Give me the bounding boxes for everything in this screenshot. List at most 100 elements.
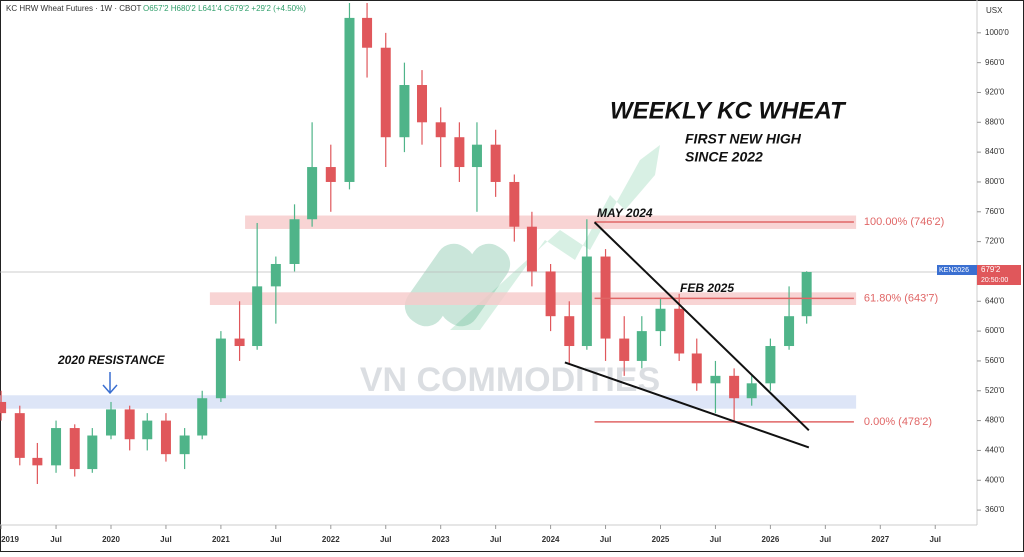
candle-body (51, 428, 62, 466)
candle-body (564, 316, 575, 347)
candle-body (729, 375, 740, 399)
candle-body (490, 144, 501, 182)
candle-body (454, 137, 465, 168)
y-tick-label: 480'0 (985, 416, 1005, 425)
y-tick-label: 560'0 (985, 356, 1005, 365)
candle-body (344, 17, 355, 182)
y-tick-label: 720'0 (985, 237, 1005, 246)
y-tick-label: 440'0 (985, 446, 1005, 455)
x-tick-label: 2025 (652, 535, 670, 544)
fib-label: 61.80% (643'7) (864, 292, 938, 304)
candle-body (545, 271, 556, 317)
candle-body (215, 338, 226, 399)
candle-body (655, 308, 666, 332)
x-tick-label: Jul (600, 535, 612, 544)
candle-body (674, 308, 685, 354)
price-tag-time: 20:50:00 (981, 277, 1008, 284)
price-tag-symbol: KEN2026 (939, 267, 969, 274)
candle-body (252, 286, 263, 347)
plot-area (0, 2, 977, 484)
y-tick-label: 600'0 (985, 326, 1005, 335)
y-tick-label: 800'0 (985, 177, 1005, 186)
y-tick-label: 400'0 (985, 475, 1005, 484)
candle-body (746, 383, 757, 399)
candle-body (325, 167, 336, 182)
candle-body (124, 409, 135, 440)
candle-body (765, 346, 776, 384)
candle-body (69, 428, 80, 470)
x-tick-label: 2021 (212, 535, 230, 544)
price-tag-bg (977, 265, 1021, 286)
y-tick-label: 640'0 (985, 296, 1005, 305)
candle-body (87, 435, 98, 470)
candle-body (14, 413, 25, 458)
candle-body (581, 256, 592, 347)
header: KC HRW Wheat Futures · 1W · CBOT (6, 4, 142, 13)
background-layer (404, 145, 660, 330)
price-tag-price: 679'2 (981, 265, 1001, 274)
candle-body (636, 331, 647, 361)
currency: USX (986, 6, 1003, 15)
fib-label: 100.00% (746'2) (864, 216, 944, 228)
x-tick-label: 2027 (871, 535, 889, 544)
y-tick-label: 520'0 (985, 386, 1005, 395)
x-tick-label: 2023 (432, 535, 450, 544)
candle-body (362, 17, 373, 48)
annotation-arrow (102, 372, 118, 395)
x-tick-label: Jul (160, 535, 172, 544)
candle-body (270, 263, 281, 287)
zone (245, 215, 857, 229)
candle-body (105, 409, 116, 436)
candle-body (691, 353, 702, 384)
candle-body (600, 256, 611, 339)
candle-body (471, 144, 482, 168)
x-tick-label: Jul (50, 535, 62, 544)
candle-body (710, 375, 721, 384)
price-tag-symbol-bg (937, 265, 977, 276)
logo (404, 243, 511, 327)
x-tick-label: 2019 (1, 535, 19, 544)
y-tick-label: 880'0 (985, 117, 1005, 126)
x-tick-label: 2022 (322, 535, 340, 544)
decor-arrow (450, 145, 660, 330)
candle-body (307, 167, 318, 220)
subtitle-line: SINCE 2022 (685, 149, 763, 165)
candle-body (380, 47, 391, 138)
subtitle-line: FIRST NEW HIGH (685, 131, 802, 147)
candle-body (526, 226, 537, 272)
axes (0, 0, 978, 526)
x-tick-label: 2026 (761, 535, 779, 544)
candle-body (179, 435, 190, 455)
x-tick-label: Jul (929, 535, 941, 544)
candle-body (435, 122, 446, 138)
y-tick-label: 760'0 (985, 207, 1005, 216)
candle-body (417, 85, 428, 123)
candle-body (289, 219, 300, 264)
y-tick-label: 960'0 (985, 58, 1005, 67)
y-tick-label: 360'0 (985, 505, 1005, 514)
candle-body (399, 85, 410, 138)
annotation: 2020 RESISTANCE (57, 353, 165, 367)
candle-body (0, 401, 7, 414)
header-ohlc: O657'2 H680'2 L641'4 C679'2 +29'2 (+4.50… (143, 4, 306, 13)
y-tick-label: 920'0 (985, 88, 1005, 97)
candle-body (197, 398, 208, 436)
candle-body (801, 272, 812, 317)
candle-body (784, 316, 795, 347)
trend-line (593, 221, 810, 432)
fib-label: 0.00% (478'2) (864, 416, 932, 428)
x-tick-label: Jul (270, 535, 282, 544)
x-tick-label: 2024 (542, 535, 560, 544)
x-tick-label: Jul (490, 535, 502, 544)
candle-body (234, 338, 245, 347)
annotation: FEB 2025 (680, 281, 734, 295)
annotation: MAY 2024 (597, 206, 653, 220)
candle-body (160, 420, 171, 455)
candle-body (32, 457, 43, 466)
zone (0, 395, 857, 409)
zone (209, 292, 857, 306)
candle-body (619, 338, 630, 361)
x-tick-label: Jul (820, 535, 832, 544)
